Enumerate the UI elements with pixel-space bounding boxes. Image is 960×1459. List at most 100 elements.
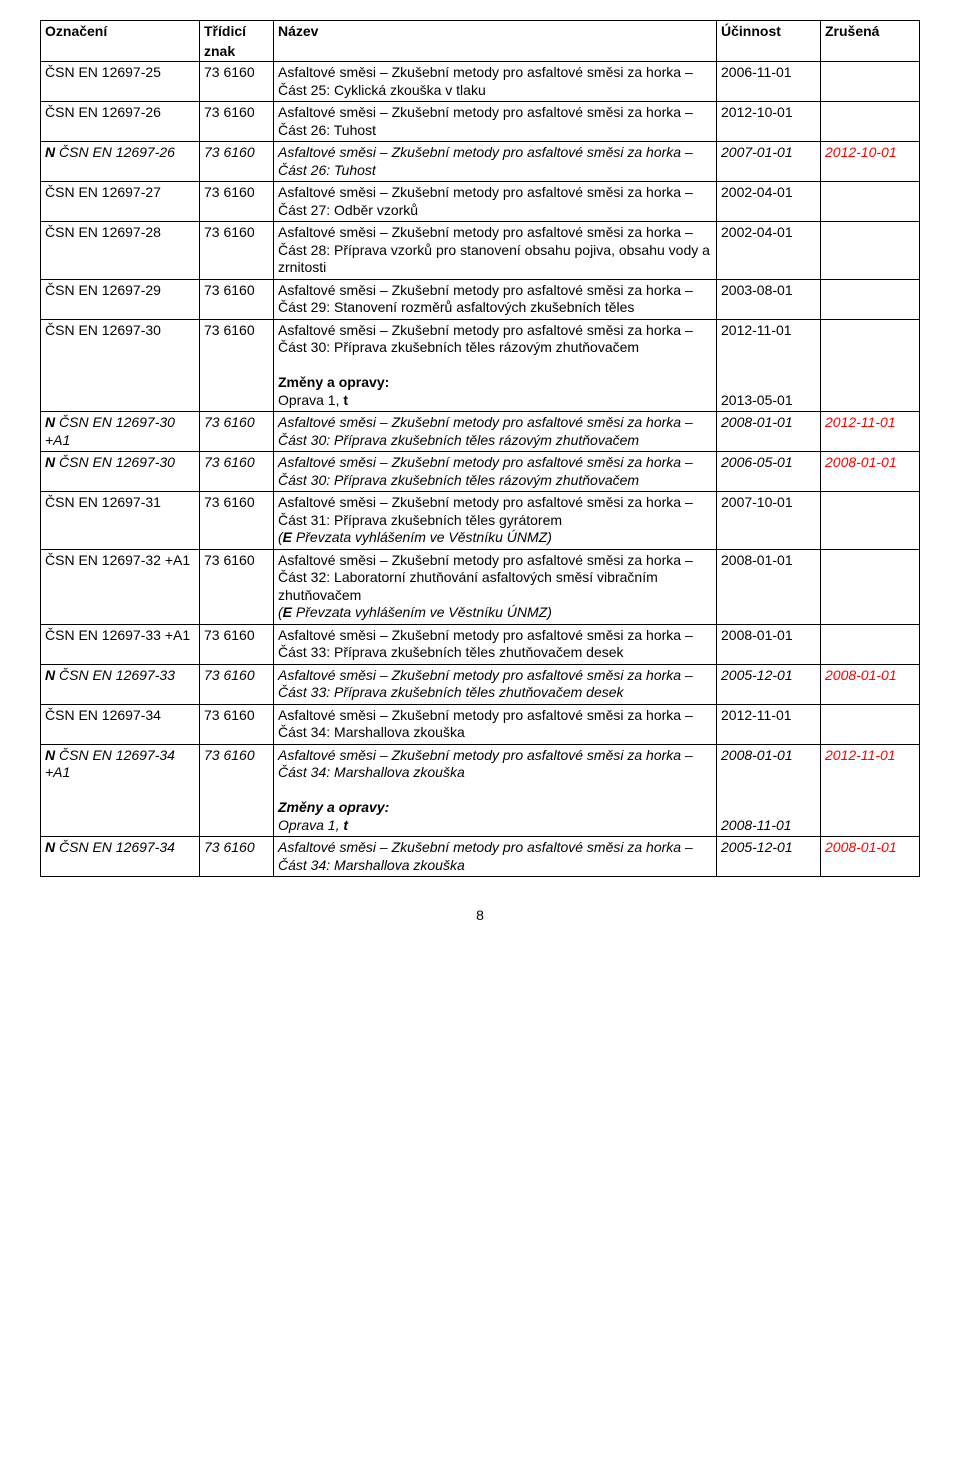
cell-nazev: Asfaltové směsi – Zkušební metody pro as…	[274, 222, 717, 280]
cell-oznaceni: ČSN EN 12697-33 +A1	[41, 624, 200, 664]
cell-oznaceni: N ČSN EN 12697-26	[41, 142, 200, 182]
cell-zrusena	[821, 222, 920, 280]
header-ucinnost: Účinnost	[717, 21, 821, 62]
cell-nazev: Asfaltové směsi – Zkušební metody pro as…	[274, 142, 717, 182]
cell-ucinnost: 2012-10-01	[717, 102, 821, 142]
cell-oznaceni: ČSN EN 12697-32 +A1	[41, 549, 200, 624]
cell-oznaceni: N ČSN EN 12697-34	[41, 837, 200, 877]
cell-zrusena	[821, 492, 920, 550]
standards-table: Označení Třídicí Název Účinnost Zrušená …	[40, 20, 920, 877]
table-row: ČSN EN 12697-33 +A173 6160Asfaltové směs…	[41, 624, 920, 664]
cell-nazev: Asfaltové směsi – Zkušební metody pro as…	[274, 102, 717, 142]
cell-ucinnost: 2006-11-01	[717, 62, 821, 102]
cell-ucinnost: 2008-01-01	[717, 624, 821, 664]
cell-znak: 73 6160	[200, 492, 274, 550]
cell-oznaceni: ČSN EN 12697-30	[41, 319, 200, 412]
table-row: ČSN EN 12697-2673 6160Asfaltové směsi – …	[41, 102, 920, 142]
cell-ucinnost: 2008-01-01	[717, 549, 821, 624]
header-zrusena: Zrušená	[821, 21, 920, 62]
cell-nazev: Asfaltové směsi – Zkušební metody pro as…	[274, 744, 717, 837]
cell-oznaceni: ČSN EN 12697-31	[41, 492, 200, 550]
cell-ucinnost: 2003-08-01	[717, 279, 821, 319]
cell-nazev: Asfaltové směsi – Zkušební metody pro as…	[274, 452, 717, 492]
cell-nazev: Asfaltové směsi – Zkušební metody pro as…	[274, 62, 717, 102]
header-tridici: Třídicí	[200, 21, 274, 42]
cell-nazev: Asfaltové směsi – Zkušební metody pro as…	[274, 549, 717, 624]
cell-znak: 73 6160	[200, 182, 274, 222]
cell-znak: 73 6160	[200, 549, 274, 624]
cell-zrusena	[821, 279, 920, 319]
header-oznaceni: Označení	[41, 21, 200, 62]
cell-oznaceni: ČSN EN 12697-27	[41, 182, 200, 222]
cell-nazev: Asfaltové směsi – Zkušební metody pro as…	[274, 319, 717, 412]
header-znak: znak	[200, 41, 274, 62]
table-row: N ČSN EN 12697-3373 6160Asfaltové směsi …	[41, 664, 920, 704]
cell-zrusena	[821, 549, 920, 624]
page-number: 8	[40, 907, 920, 923]
cell-nazev: Asfaltové směsi – Zkušební metody pro as…	[274, 182, 717, 222]
cell-znak: 73 6160	[200, 664, 274, 704]
table-row: N ČSN EN 12697-30 +A173 6160Asfaltové sm…	[41, 412, 920, 452]
cell-oznaceni: ČSN EN 12697-28	[41, 222, 200, 280]
cell-nazev: Asfaltové směsi – Zkušební metody pro as…	[274, 837, 717, 877]
table-row: N ČSN EN 12697-2673 6160Asfaltové směsi …	[41, 142, 920, 182]
cell-nazev: Asfaltové směsi – Zkušební metody pro as…	[274, 279, 717, 319]
table-row: N ČSN EN 12697-34 +A173 6160Asfaltové sm…	[41, 744, 920, 837]
table-body: ČSN EN 12697-2573 6160Asfaltové směsi – …	[41, 62, 920, 877]
cell-znak: 73 6160	[200, 704, 274, 744]
cell-znak: 73 6160	[200, 102, 274, 142]
cell-ucinnost: 2008-01-012008-11-01	[717, 744, 821, 837]
table-row: ČSN EN 12697-2773 6160Asfaltové směsi – …	[41, 182, 920, 222]
cell-oznaceni: ČSN EN 12697-25	[41, 62, 200, 102]
cell-ucinnost: 2002-04-01	[717, 182, 821, 222]
cell-zrusena	[821, 704, 920, 744]
header-nazev: Název	[274, 21, 717, 62]
cell-ucinnost: 2005-12-01	[717, 837, 821, 877]
cell-znak: 73 6160	[200, 142, 274, 182]
cell-nazev: Asfaltové směsi – Zkušební metody pro as…	[274, 492, 717, 550]
cell-zrusena: 2012-10-01	[821, 142, 920, 182]
cell-ucinnost: 2007-01-01	[717, 142, 821, 182]
page: Označení Třídicí Název Účinnost Zrušená …	[0, 0, 960, 963]
table-row: ČSN EN 12697-3073 6160Asfaltové směsi – …	[41, 319, 920, 412]
cell-zrusena: 2008-01-01	[821, 452, 920, 492]
cell-znak: 73 6160	[200, 279, 274, 319]
cell-oznaceni: N ČSN EN 12697-33	[41, 664, 200, 704]
cell-oznaceni: ČSN EN 12697-29	[41, 279, 200, 319]
cell-nazev: Asfaltové směsi – Zkušební metody pro as…	[274, 704, 717, 744]
cell-ucinnost: 2006-05-01	[717, 452, 821, 492]
cell-zrusena: 2008-01-01	[821, 664, 920, 704]
cell-ucinnost: 2012-11-01	[717, 704, 821, 744]
cell-zrusena	[821, 319, 920, 412]
cell-znak: 73 6160	[200, 222, 274, 280]
table-row: ČSN EN 12697-3473 6160Asfaltové směsi – …	[41, 704, 920, 744]
cell-ucinnost: 2012-11-012013-05-01	[717, 319, 821, 412]
table-row: N ČSN EN 12697-3073 6160Asfaltové směsi …	[41, 452, 920, 492]
cell-znak: 73 6160	[200, 62, 274, 102]
table-row: ČSN EN 12697-2973 6160Asfaltové směsi – …	[41, 279, 920, 319]
cell-ucinnost: 2008-01-01	[717, 412, 821, 452]
table-row: N ČSN EN 12697-3473 6160Asfaltové směsi …	[41, 837, 920, 877]
cell-oznaceni: ČSN EN 12697-34	[41, 704, 200, 744]
table-row: ČSN EN 12697-32 +A173 6160Asfaltové směs…	[41, 549, 920, 624]
cell-zrusena	[821, 62, 920, 102]
cell-oznaceni: N ČSN EN 12697-30	[41, 452, 200, 492]
cell-nazev: Asfaltové směsi – Zkušební metody pro as…	[274, 624, 717, 664]
cell-nazev: Asfaltové směsi – Zkušební metody pro as…	[274, 664, 717, 704]
cell-ucinnost: 2002-04-01	[717, 222, 821, 280]
cell-nazev: Asfaltové směsi – Zkušební metody pro as…	[274, 412, 717, 452]
cell-zrusena	[821, 102, 920, 142]
cell-zrusena: 2008-01-01	[821, 837, 920, 877]
table-row: ČSN EN 12697-2573 6160Asfaltové směsi – …	[41, 62, 920, 102]
cell-zrusena: 2012-11-01	[821, 412, 920, 452]
cell-oznaceni: ČSN EN 12697-26	[41, 102, 200, 142]
cell-znak: 73 6160	[200, 744, 274, 837]
table-row: ČSN EN 12697-3173 6160Asfaltové směsi – …	[41, 492, 920, 550]
cell-zrusena: 2012-11-01	[821, 744, 920, 837]
cell-ucinnost: 2005-12-01	[717, 664, 821, 704]
table-head: Označení Třídicí Název Účinnost Zrušená …	[41, 21, 920, 62]
header-row: Označení Třídicí Název Účinnost Zrušená	[41, 21, 920, 42]
cell-oznaceni: N ČSN EN 12697-30 +A1	[41, 412, 200, 452]
cell-znak: 73 6160	[200, 319, 274, 412]
cell-znak: 73 6160	[200, 412, 274, 452]
